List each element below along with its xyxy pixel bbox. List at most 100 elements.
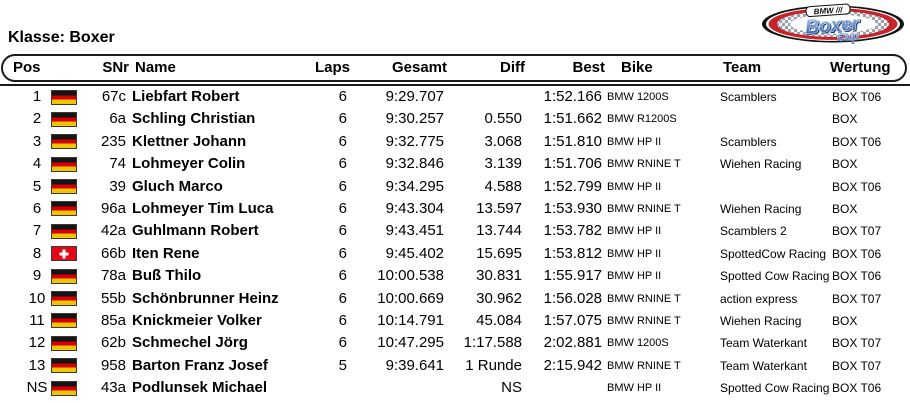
flag-germany-icon — [51, 134, 77, 150]
classification-cell: BOX T06 — [832, 269, 882, 284]
table-row: NS 43a Podlunsek Michael NS BMW HP II Sp… — [0, 377, 910, 399]
diff-cell: 0.550 — [484, 110, 522, 128]
classification-cell: BOX T07 — [832, 358, 882, 373]
total-time-cell: 9:43.304 — [385, 199, 444, 217]
header-gesamt: Gesamt — [391, 59, 447, 76]
best-lap-cell: 2:02.881 — [543, 334, 602, 352]
best-lap-cell: 1:56.028 — [543, 289, 602, 307]
bike-cell: BMW HP II — [607, 270, 662, 283]
rider-name-cell: Liebfart Robert — [132, 88, 240, 105]
start-number-cell: 62b — [100, 334, 126, 352]
logo-boxer-text: Boxer — [805, 14, 862, 39]
start-number-cell: 96a — [100, 199, 126, 217]
best-lap-cell: 1:52.166 — [543, 88, 602, 105]
header-bike: Bike — [621, 59, 653, 76]
start-number-cell: 85a — [100, 311, 126, 329]
rider-name-cell: Schmechel Jörg — [132, 334, 248, 352]
team-cell: Scamblers — [720, 90, 777, 104]
laps-cell: 6 — [338, 88, 347, 105]
classification-cell: BOX T06 — [832, 246, 882, 261]
bike-cell: BMW HP II — [607, 225, 662, 238]
laps-cell: 6 — [338, 155, 347, 173]
classification-cell: BOX T06 — [832, 381, 882, 396]
table-row: 5 39 Gluch Marco 6 9:34.295 4.588 1:52.7… — [0, 176, 910, 198]
flag-germany-icon — [51, 380, 77, 396]
bike-cell: BMW HP II — [607, 247, 662, 260]
position-cell: 9 — [32, 267, 42, 285]
diff-cell: 1:17.588 — [463, 334, 522, 352]
total-time-cell: 10:00.538 — [377, 267, 444, 285]
start-number-cell: 66b — [100, 244, 126, 262]
rider-name-cell: Gluch Marco — [132, 177, 223, 195]
total-time-cell: 10:00.669 — [377, 289, 444, 307]
diff-cell: 13.597 — [476, 199, 522, 217]
total-time-cell: 9:29.707 — [385, 88, 444, 105]
start-number-cell: 43a — [100, 379, 126, 397]
laps-cell: 6 — [338, 311, 347, 329]
start-number-cell: 235 — [100, 132, 126, 150]
table-row: 8 66b Iten Rene 6 9:45.402 15.695 1:53.8… — [0, 243, 910, 265]
team-cell: Team Waterkant — [720, 336, 807, 351]
team-cell: Scamblers — [720, 134, 777, 149]
table-header-row: Pos SNr Name Laps Gesamt Diff Best Bike … — [1, 54, 907, 82]
diff-cell: 4.588 — [484, 177, 522, 195]
start-number-cell: 958 — [100, 356, 126, 374]
best-lap-cell: 1:52.799 — [543, 177, 602, 195]
bike-cell: BMW HP II — [607, 382, 662, 395]
start-number-cell: 6a — [109, 110, 126, 128]
diff-cell: 30.962 — [476, 289, 522, 307]
rider-name-cell: Lohmeyer Colin — [132, 155, 246, 173]
rider-name-cell: Klettner Johann — [132, 132, 247, 150]
rider-name-cell: Schling Christian — [132, 110, 256, 128]
total-time-cell: 9:30.257 — [385, 110, 444, 128]
position-cell: 13 — [28, 356, 46, 374]
laps-cell: 6 — [338, 110, 347, 128]
header-snr: SNr — [102, 59, 129, 76]
position-cell: NS — [26, 379, 48, 397]
bike-cell: BMW RNINE T — [607, 314, 681, 327]
header-laps: Laps — [314, 59, 350, 76]
team-cell: Scamblers 2 — [720, 224, 787, 239]
total-time-cell: 9:39.641 — [385, 356, 444, 374]
laps-cell: 5 — [338, 356, 347, 374]
team-cell: SpottedCow Racing — [720, 246, 827, 261]
classification-cell: BOX — [832, 112, 858, 127]
table-row: 6 96a Lohmeyer Tim Luca 6 9:43.304 13.59… — [0, 198, 910, 220]
header-team: Team — [723, 59, 762, 76]
team-cell: Team Waterkant — [720, 358, 807, 373]
diff-cell: 45.084 — [476, 311, 522, 329]
bike-cell: BMW RNINE T — [607, 158, 681, 171]
position-cell: 12 — [28, 334, 46, 352]
start-number-cell: 78a — [100, 267, 126, 285]
team-cell: Wiehen Racing — [720, 313, 802, 328]
rider-name-cell: Knickmeier Volker — [132, 311, 262, 329]
table-row: 1 67c Liebfart Robert 6 9:29.707 1:52.16… — [0, 86, 910, 108]
flag-germany-icon — [51, 268, 77, 284]
classification-cell: BOX T07 — [832, 336, 882, 351]
rider-name-cell: Buß Thilo — [132, 267, 202, 285]
table-row: 13 958 Barton Franz Josef 5 9:39.641 1 R… — [0, 355, 910, 377]
position-cell: 4 — [32, 155, 42, 173]
flag-germany-icon — [51, 89, 77, 105]
page-title: Klasse: Boxer — [8, 29, 115, 46]
best-lap-cell: 1:53.930 — [543, 199, 602, 217]
bike-cell: BMW 1200S — [607, 337, 669, 350]
classification-cell: BOX — [832, 157, 858, 172]
rider-name-cell: Schönbrunner Heinz — [132, 289, 279, 307]
best-lap-cell: 2:15.942 — [543, 356, 602, 374]
total-time-cell: 9:32.846 — [385, 155, 444, 173]
laps-cell: 6 — [338, 244, 347, 262]
position-cell: 2 — [32, 110, 42, 128]
bmw-boxer-cup-logo-graphic: BMW /// Boxer Cup — [762, 3, 904, 44]
position-cell: 1 — [32, 88, 42, 105]
start-number-cell: 74 — [109, 155, 126, 173]
flag-germany-icon — [51, 291, 77, 307]
position-cell: 10 — [28, 289, 46, 307]
position-cell: 6 — [32, 199, 42, 217]
flag-germany-icon — [51, 111, 77, 127]
total-time-cell: 10:14.791 — [377, 311, 444, 329]
best-lap-cell: 1:53.782 — [543, 222, 602, 240]
start-number-cell: 67c — [101, 88, 126, 105]
classification-cell: BOX T06 — [832, 90, 882, 104]
